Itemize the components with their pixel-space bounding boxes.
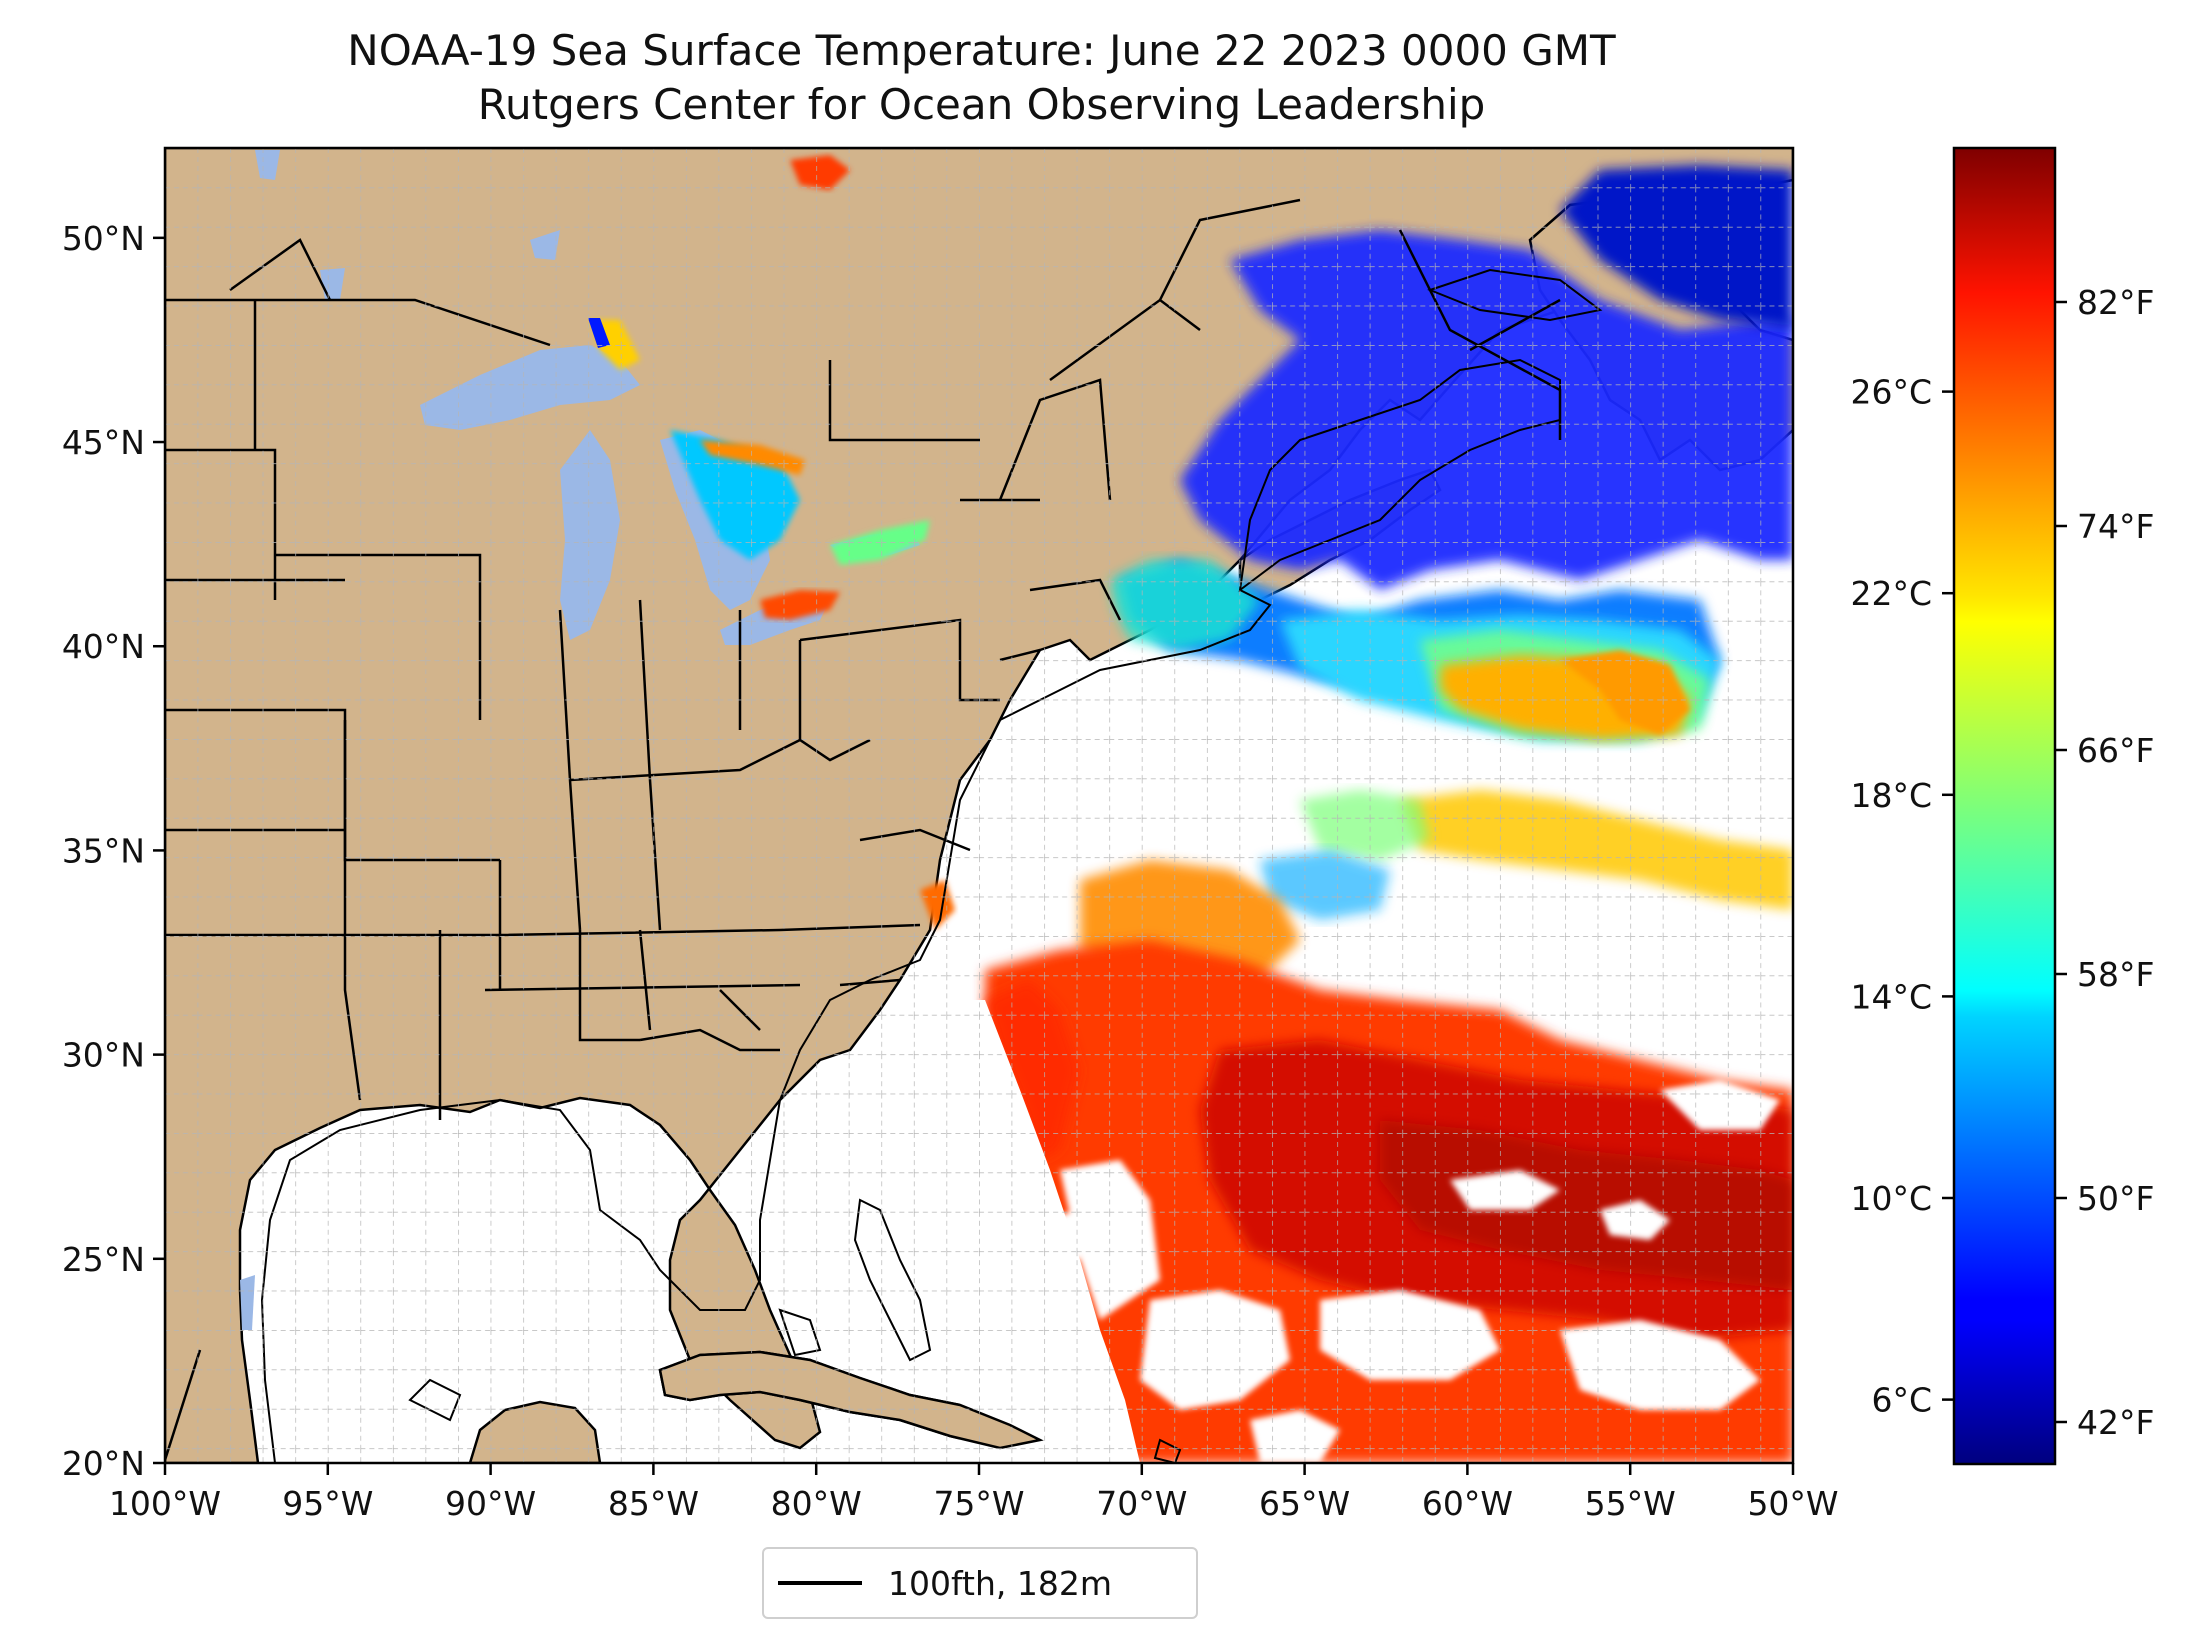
latitude-axis: 20°N 25°N 30°N 35°N 40°N 45°N 50°N xyxy=(62,219,165,1483)
lat-tick-label: 45°N xyxy=(62,423,145,462)
colorbar-c-tick-label: 22°C xyxy=(1850,574,1932,613)
lat-tick-label: 40°N xyxy=(62,627,145,666)
colorbar-c-tick-label: 10°C xyxy=(1850,1179,1932,1218)
colorbar-f-tick-label: 42°F xyxy=(2077,1403,2154,1442)
colorbar-celsius-axis: 6°C 10°C 14°C 18°C 22°C 26°C xyxy=(1850,373,1954,1420)
lat-tick-label: 35°N xyxy=(62,831,145,870)
lon-tick-label: 80°W xyxy=(771,1484,862,1523)
lon-tick-label: 95°W xyxy=(282,1484,373,1523)
colorbar-c-tick-label: 14°C xyxy=(1850,977,1932,1016)
map-subtitle: Rutgers Center for Ocean Observing Leade… xyxy=(477,80,1486,129)
lon-tick-label: 75°W xyxy=(933,1484,1024,1523)
lat-tick-label: 30°N xyxy=(62,1036,145,1075)
colorbar-c-tick-label: 6°C xyxy=(1871,1381,1932,1420)
colorbar-f-tick-label: 74°F xyxy=(2077,507,2154,546)
lat-tick-label: 20°N xyxy=(62,1444,145,1483)
lon-tick-label: 60°W xyxy=(1422,1484,1513,1523)
longitude-axis: 100°W 95°W 90°W 85°W 80°W 75°W 70°W 65°W 60°W 55°… xyxy=(109,1463,1839,1523)
colorbar-f-tick-label: 66°F xyxy=(2077,731,2154,770)
lat-tick-label: 50°N xyxy=(62,219,145,258)
colorbar-f-tick-label: 50°F xyxy=(2077,1179,2154,1218)
map-title: NOAA-19 Sea Surface Temperature: June 22… xyxy=(347,26,1616,75)
lat-tick-label: 25°N xyxy=(62,1240,145,1279)
lon-tick-label: 55°W xyxy=(1585,1484,1676,1523)
colorbar-c-tick-label: 18°C xyxy=(1850,776,1932,815)
lon-tick-label: 90°W xyxy=(445,1484,536,1523)
colorbar-c-tick-label: 26°C xyxy=(1850,373,1932,412)
map-plot-area xyxy=(165,148,1793,1463)
lon-tick-label: 100°W xyxy=(109,1484,221,1523)
colorbar-fahrenheit-axis: 42°F 50°F 58°F 66°F 74°F 82°F xyxy=(2055,283,2154,1442)
lon-tick-label: 65°W xyxy=(1259,1484,1350,1523)
lon-tick-label: 70°W xyxy=(1096,1484,1187,1523)
colorbar-f-tick-label: 58°F xyxy=(2077,955,2154,994)
colorbar-f-tick-label: 82°F xyxy=(2077,283,2154,322)
lon-tick-label: 85°W xyxy=(608,1484,699,1523)
colorbar xyxy=(1952,146,2057,1466)
lon-tick-label: 50°W xyxy=(1747,1484,1838,1523)
legend-label: 100fth, 182m xyxy=(888,1563,1112,1603)
legend-line-swatch xyxy=(778,1581,862,1585)
map-gridlines xyxy=(165,148,1793,1463)
legend: 100fth, 182m xyxy=(762,1547,1198,1619)
